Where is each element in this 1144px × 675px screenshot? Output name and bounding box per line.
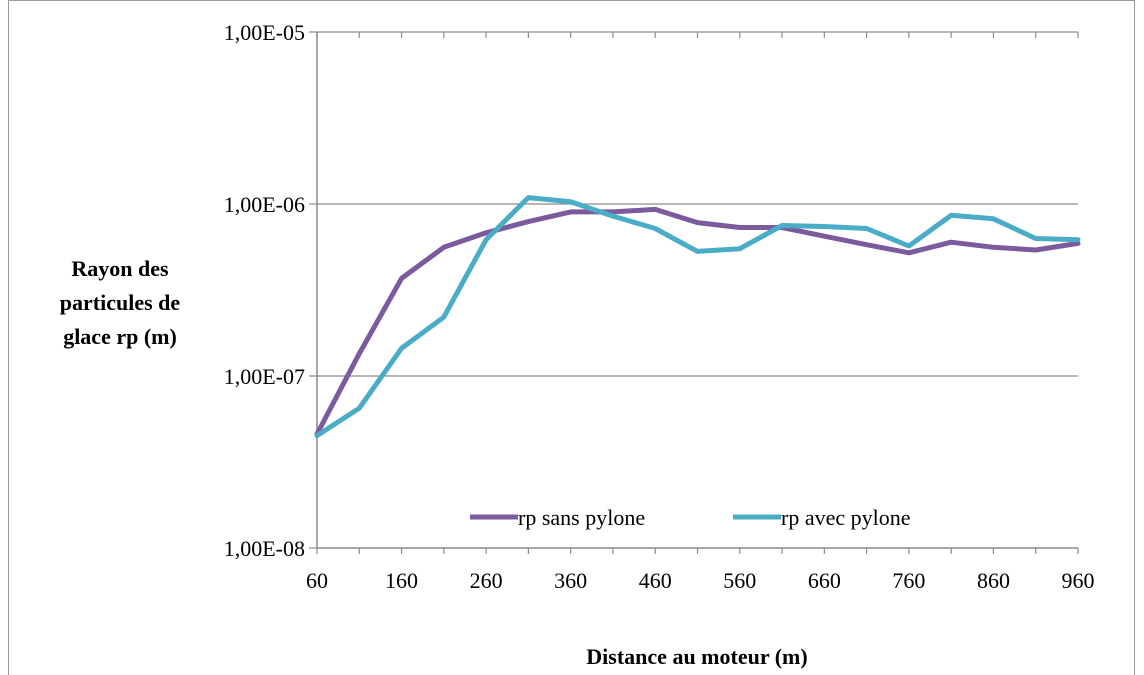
legend-label-sans-pylone: rp sans pylone bbox=[518, 505, 645, 530]
y-axis-title-line-2: particules de bbox=[60, 290, 181, 315]
legend-label-avec-pylone: rp avec pylone bbox=[781, 505, 911, 530]
x-tick-label: 260 bbox=[470, 568, 503, 593]
series-line-sans-pylone bbox=[314, 206, 1081, 437]
legend: rp sans pylone rp avec pylone bbox=[470, 505, 911, 530]
series bbox=[314, 195, 1081, 439]
x-axis-title: Distance au moteur (m) bbox=[586, 644, 807, 669]
x-tick-label: 960 bbox=[1062, 568, 1095, 593]
series-line-avec-pylone bbox=[314, 195, 1081, 439]
x-tick-label: 560 bbox=[723, 568, 756, 593]
x-tick-label: 660 bbox=[808, 568, 841, 593]
x-tick-label: 760 bbox=[892, 568, 925, 593]
y-tick-label: 1,00E-05 bbox=[224, 20, 305, 45]
ticks: 1,00E-08 1,00E-07 1,00E-06 1,00E-05 60 160 260… bbox=[224, 20, 1095, 593]
x-tick-label: 360 bbox=[554, 568, 587, 593]
y-tick-label: 1,00E-07 bbox=[224, 364, 305, 389]
y-tick-label: 1,00E-08 bbox=[224, 536, 305, 561]
x-tick-label: 60 bbox=[306, 568, 328, 593]
x-tick-label: 160 bbox=[385, 568, 418, 593]
chart-frame bbox=[8, 0, 1135, 675]
y-tick-label: 1,00E-06 bbox=[224, 192, 305, 217]
y-axis-title-line-1: Rayon des bbox=[71, 256, 169, 281]
y-axis-title: Rayon des particules de glace rp (m) bbox=[60, 256, 181, 349]
axes bbox=[316, 32, 1078, 549]
x-tick-label: 860 bbox=[977, 568, 1010, 593]
x-tick-label: 460 bbox=[639, 568, 672, 593]
y-axis-title-line-3: glace rp (m) bbox=[63, 324, 177, 349]
